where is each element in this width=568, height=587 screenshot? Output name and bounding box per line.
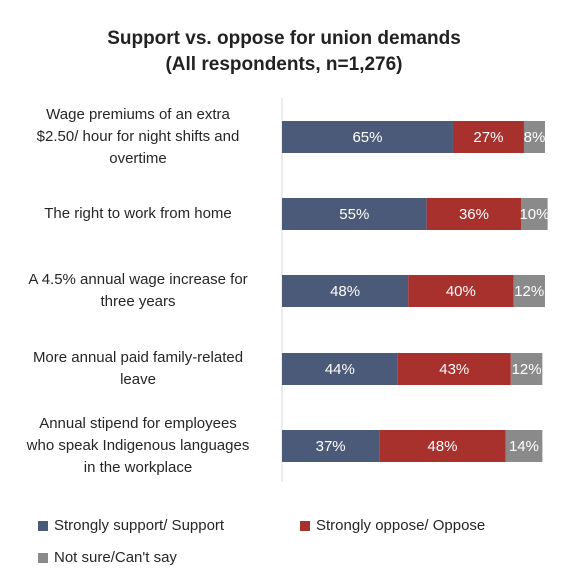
data-label-1-row-5: 37% (316, 438, 346, 455)
data-label-3-row-3: 12% (514, 283, 544, 300)
legend-item-2: Strongly oppose/ Oppose (300, 517, 485, 535)
category-label-4: More annual paid family-related leave (6, 347, 270, 391)
category-label-line: More annual paid family-related (32, 349, 244, 366)
category-label-line: $2.50/ hour for night shifts and (36, 128, 240, 145)
category-label-5: Annual stipend for employees who speak In… (6, 413, 270, 479)
bar-segment-1-row-3 (282, 275, 409, 307)
category-label-line: Annual stipend for employees (39, 415, 237, 432)
bar-segment-1-row-2 (282, 198, 427, 230)
category-label-line: who speak Indigenous languages (26, 437, 250, 454)
bar-segment-3-row-4 (510, 353, 543, 385)
bar-segment-3-row-5 (505, 430, 543, 462)
data-label-2-row-3: 40% (446, 283, 476, 300)
legend-label: Not sure/Can't say (54, 549, 177, 566)
bar-segment-2-row-5 (379, 430, 506, 462)
category-label-3: A 4.5% annual wage increase for three yea… (6, 269, 270, 313)
bar-segment-1-row-4 (282, 353, 398, 385)
legend-swatch (38, 553, 48, 563)
bar-segment-3-row-1 (523, 121, 545, 153)
category-label-line: A 4.5% annual wage increase for (28, 271, 248, 288)
category-label-line: leave (120, 371, 156, 388)
category-label-line: overtime (109, 150, 167, 167)
bar-segment-2-row-3 (408, 275, 514, 307)
bar-segment-1-row-5 (282, 430, 380, 462)
category-label-line: three years (100, 293, 176, 310)
chart-title-line-2: (All respondents, n=1,276) (165, 54, 403, 75)
data-label-2-row-5: 48% (427, 438, 457, 455)
category-label-line: Wage premiums of an extra (46, 106, 230, 123)
chart-title-line-1: Support vs. oppose for union demands (107, 28, 461, 49)
legend-item-1: Strongly support/ Support (38, 517, 224, 535)
data-label-1-row-2: 55% (339, 206, 369, 223)
data-label-3-row-1: 8% (524, 129, 546, 146)
legend-swatch (300, 521, 310, 531)
category-label-line: The right to work from home (44, 205, 232, 222)
bar-segment-2-row-2 (426, 198, 522, 230)
legend-item-3: Not sure/Can't say (38, 549, 177, 567)
category-label-2: The right to work from home (6, 203, 270, 225)
legend-swatch (38, 521, 48, 531)
bar-segment-2-row-1 (452, 121, 524, 153)
chart-title: Support vs. oppose for union demands (Al… (0, 26, 568, 78)
category-label-line: in the workplace (83, 459, 193, 476)
data-label-3-row-4: 12% (512, 361, 542, 378)
data-label-2-row-2: 36% (459, 206, 489, 223)
data-label-1-row-4: 44% (325, 361, 355, 378)
bar-segment-3-row-3 (513, 275, 545, 307)
bar-segment-2-row-4 (397, 353, 511, 385)
data-label-3-row-2: 10% (519, 206, 549, 223)
data-label-3-row-5: 14% (509, 438, 539, 455)
bar-segment-1-row-1 (282, 121, 453, 153)
data-label-2-row-1: 27% (473, 129, 503, 146)
data-label-1-row-1: 65% (352, 129, 382, 146)
data-label-1-row-3: 48% (330, 283, 360, 300)
bar-segment-3-row-2 (521, 198, 548, 230)
legend-label: Strongly oppose/ Oppose (316, 517, 486, 534)
data-label-2-row-4: 43% (439, 361, 469, 378)
legend-label: Strongly support/ Support (54, 517, 225, 534)
category-label-1: Wage premiums of an extra $2.50/ hour for… (6, 104, 270, 170)
